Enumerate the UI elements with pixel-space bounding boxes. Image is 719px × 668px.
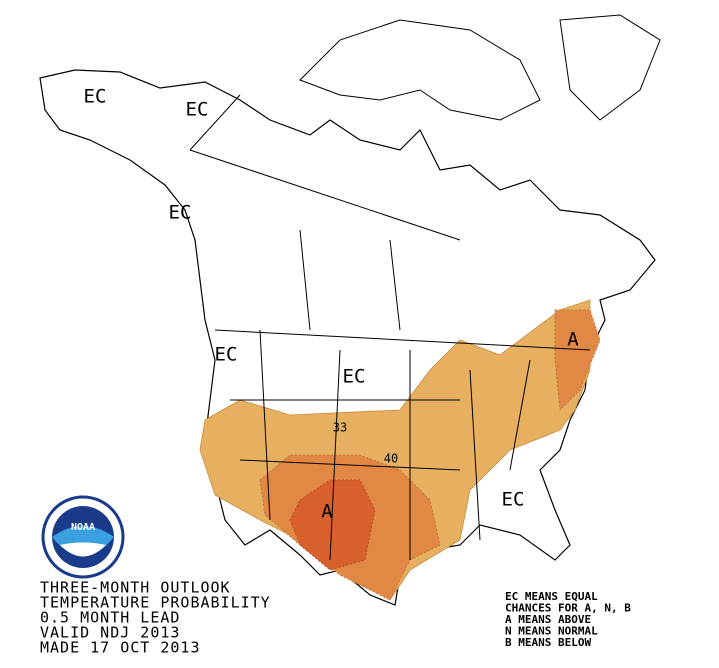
title-line: VALID NDJ 2013 [40,624,180,642]
map-label: 33 [333,421,347,435]
map-label: EC [215,344,238,366]
title-line: THREE-MONTH OUTLOOK [40,579,231,597]
legend-line: A MEANS ABOVE [505,613,591,626]
title-line: TEMPERATURE PROBABILITY [40,594,271,612]
logo-text: NOAA [71,522,95,533]
arctic-islands [299,14,661,121]
noaa-logo: NOAA [41,495,125,579]
borders [189,94,591,561]
map-label: A [321,501,333,523]
map-label: 40 [384,452,398,466]
legend-line: B MEANS BELOW [505,636,591,649]
map-label: A [567,329,579,351]
title-line: MADE 17 OCT 2013 [40,639,201,657]
map-label: EC [343,366,366,388]
above-50-region [289,479,376,571]
legend-line: EC MEANS EQUAL [505,590,598,603]
legend-line: CHANCES FOR A, N, B [505,602,631,615]
map-label: EC [169,202,192,224]
map-label: EC [186,99,209,121]
legend-line: N MEANS NORMAL [505,625,598,638]
title-line: 0.5 MONTH LEAD [40,609,180,627]
map-label: EC [502,489,525,511]
map-label: EC [84,86,107,108]
